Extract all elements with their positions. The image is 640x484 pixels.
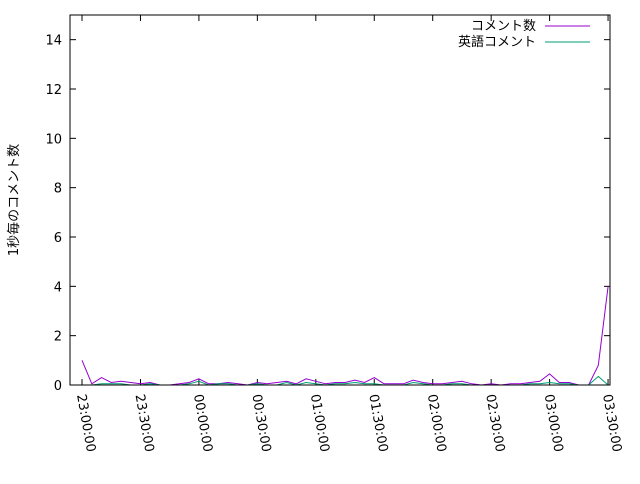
series-line-0: [81, 286, 609, 386]
legend: コメント数 英語コメント: [458, 19, 590, 50]
y-tick-label: 0: [54, 379, 62, 394]
x-tick-label: 01:30:00: [365, 393, 390, 453]
plot-frame: [69, 14, 611, 386]
x-tick-label: 23:00:00: [73, 393, 98, 453]
x-tick-label: 02:30:00: [482, 393, 507, 453]
series-line-1: [82, 375, 609, 386]
legend-label-1: 英語コメント: [458, 34, 536, 50]
y-tick-label: 8: [54, 182, 62, 197]
y-tick-label: 2: [54, 330, 62, 345]
y-tick-label: 14: [45, 34, 62, 49]
y-tick-label: 12: [45, 83, 62, 98]
y-tick-label: 6: [54, 231, 62, 246]
x-tick-label: 01:00:00: [307, 393, 332, 453]
y-tick-label: 10: [45, 132, 62, 147]
x-tick-label: 00:00:00: [190, 393, 215, 453]
x-tick-label: 03:00:00: [541, 393, 566, 453]
y-axis-label: 1秒毎のコメント数: [6, 144, 22, 256]
legend-label-0: コメント数: [471, 19, 536, 34]
x-tick-label: 02:00:00: [424, 393, 449, 453]
x-tick-label: 00:30:00: [248, 393, 273, 453]
x-tick-label: 23:30:00: [132, 393, 157, 453]
x-tick-label: 03:30:00: [599, 393, 624, 453]
y-tick-label: 4: [54, 280, 62, 295]
